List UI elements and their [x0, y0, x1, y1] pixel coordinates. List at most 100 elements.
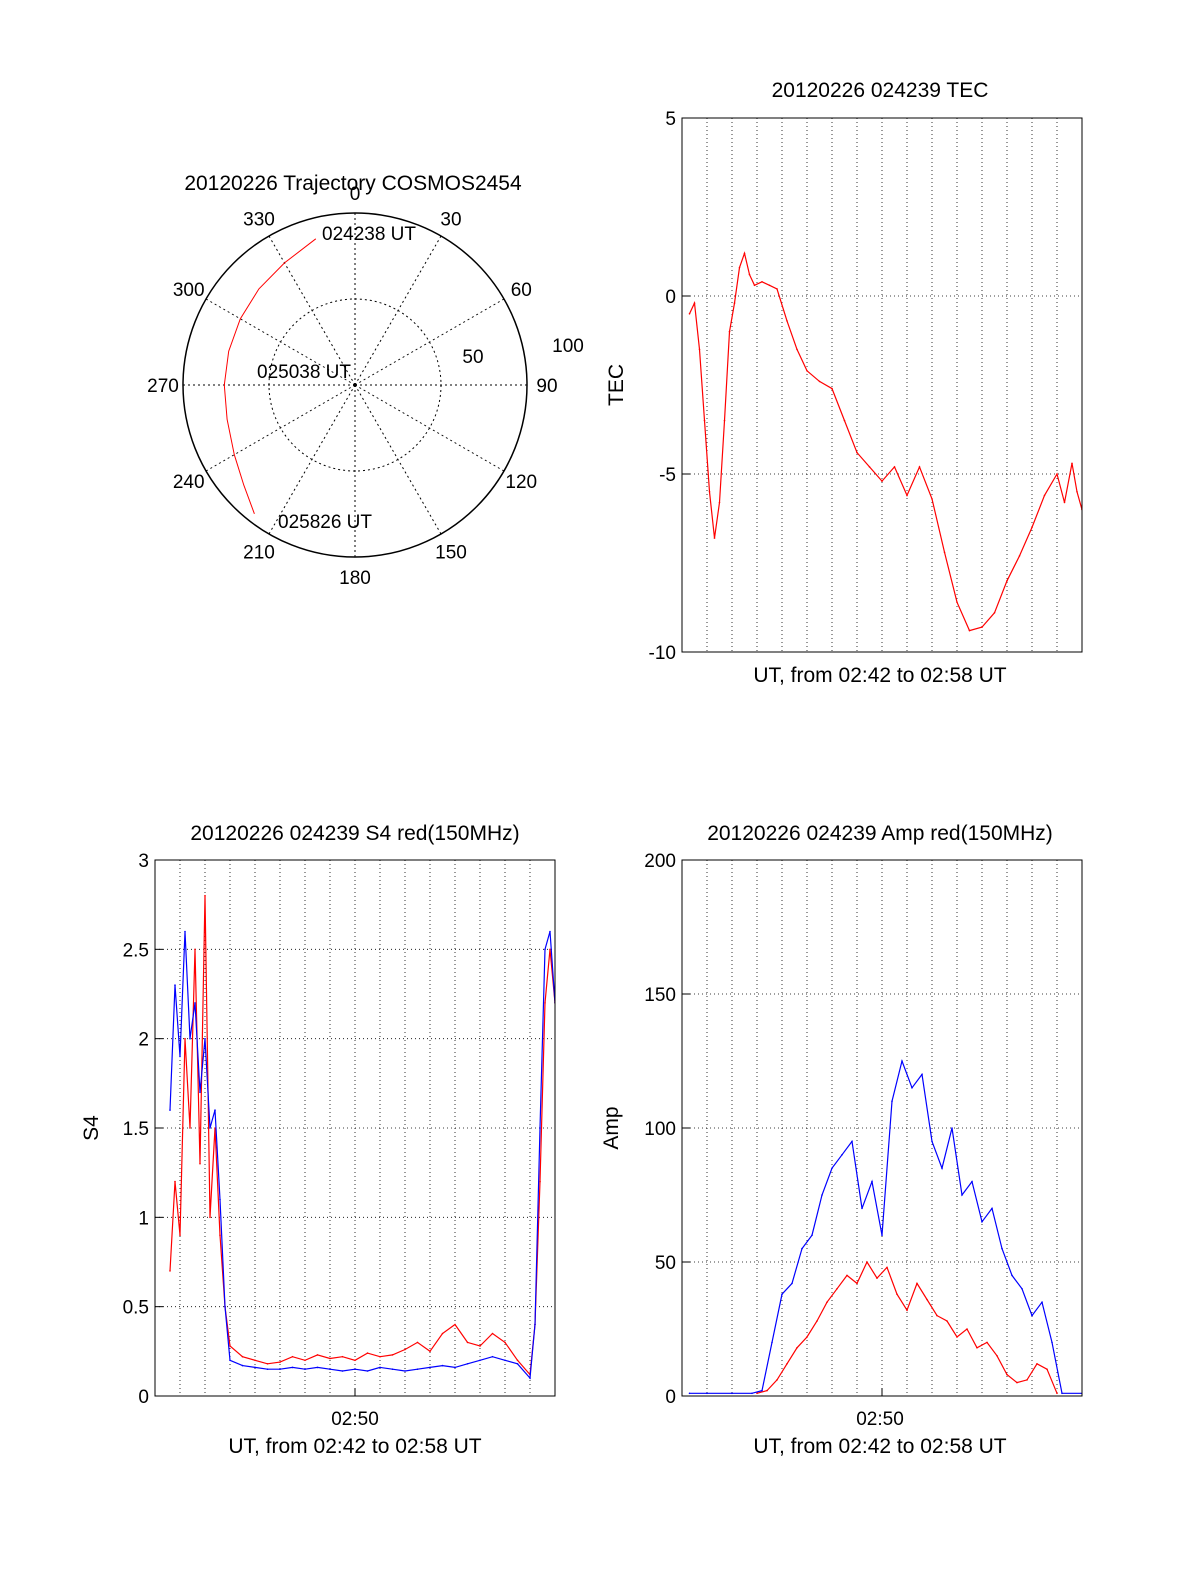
polar-spoke: [268, 384, 356, 535]
tec-y-tick-label: 5: [665, 109, 676, 130]
amp-data-point: [971, 1180, 973, 1183]
tec-data-point: [868, 466, 871, 468]
amp-data-point: [876, 1277, 878, 1279]
amp-data-point: [991, 1207, 993, 1210]
tec-data-point: [748, 273, 751, 276]
polar-spoke: [354, 384, 505, 472]
tec-data-point: [1076, 491, 1078, 493]
s4-series-line: [169, 895, 555, 1377]
s4-data-point: [391, 1354, 394, 1356]
amp-data-point: [881, 1234, 883, 1236]
s4-data-point: [539, 1127, 541, 1129]
amp-data-point: [931, 1140, 933, 1143]
s4-data-point: [416, 1368, 419, 1370]
s4-series-line: [169, 931, 555, 1380]
s4-data-point: [341, 1355, 344, 1358]
tec-y-tick-label: 0: [665, 287, 676, 308]
amp-data-point: [1051, 1341, 1053, 1344]
tec-data-point: [728, 330, 731, 333]
s4-data-point: [266, 1368, 269, 1370]
s4-plot-frame: [154, 859, 556, 1397]
tec-data-point: [843, 419, 846, 422]
s4-x-tick-label: 02:50: [331, 1409, 379, 1430]
amp-data-point: [781, 1293, 783, 1295]
amp-data-point: [916, 1282, 918, 1285]
polar-angle-label: 270: [147, 376, 179, 397]
amp-data-point: [856, 1282, 858, 1285]
s4-data-point: [291, 1366, 294, 1369]
s4-data-point: [391, 1368, 394, 1370]
s4-data-point: [341, 1370, 344, 1372]
s4-data-point: [189, 1127, 191, 1129]
amp-y-tick-label: 150: [644, 985, 676, 1006]
amp-data-point: [776, 1379, 778, 1381]
s4-grid: [155, 860, 555, 1396]
tec-data-point: [1063, 501, 1066, 504]
polar-title: 20120226 Trajectory COSMOS2454: [184, 172, 522, 195]
s4-data-point: [544, 1002, 546, 1004]
polar-angle-labels: 0 30 60 90 120 150 180 210 240 270 300 330: [147, 184, 557, 589]
polar-radius-labels: 50 100: [462, 336, 583, 368]
amp-data-point: [906, 1309, 908, 1311]
s4-data-point: [429, 1350, 431, 1353]
amp-data-point: [996, 1355, 998, 1357]
s4-data-point: [454, 1323, 456, 1326]
amp-data-point: [961, 1194, 963, 1196]
s4-y-tick-label: 0: [138, 1387, 149, 1408]
s4-data-point: [479, 1359, 481, 1362]
s4-data-point: [204, 894, 206, 897]
polar-spoke: [354, 235, 442, 386]
tec-data-point: [918, 466, 921, 468]
s4-data-point: [504, 1359, 506, 1362]
s4-data-point: [241, 1364, 244, 1367]
amp-data-point: [751, 1392, 753, 1395]
polar-angle-label: 210: [243, 542, 275, 563]
amp-data-point: [926, 1298, 928, 1301]
amp-x-label: UT, from 02:42 to 02:58 UT: [753, 1435, 1006, 1458]
amp-data-point: [841, 1154, 843, 1156]
tec-data-point: [1056, 473, 1058, 475]
tec-data-point: [943, 551, 946, 554]
tec-data-point: [893, 466, 896, 468]
amp-y-tick-label: 0: [665, 1387, 676, 1408]
tec-data-point: [1031, 526, 1033, 529]
amp-data-point: [1031, 1314, 1033, 1317]
s4-data-point: [229, 1359, 231, 1362]
polar-angle-label: 120: [505, 472, 537, 493]
amp-data-point: [891, 1100, 893, 1102]
s4-data-point: [329, 1368, 331, 1370]
tec-y-tick-label: -5: [659, 465, 676, 486]
s4-data-point: [366, 1352, 369, 1354]
s4-data-point: [266, 1363, 269, 1365]
s4-data-point: [304, 1359, 306, 1362]
polar-spoke: [205, 298, 356, 386]
amp-data-point: [936, 1314, 938, 1317]
s4-data-point: [316, 1354, 319, 1356]
trajectory-track: [223, 238, 317, 514]
tec-data-point: [733, 302, 736, 304]
s4-data-point: [539, 1180, 541, 1183]
tec-y-tick-label: -10: [649, 643, 676, 664]
tec-data-point: [906, 494, 908, 497]
polar-spoke: [354, 298, 505, 386]
s4-data-point: [184, 930, 186, 933]
amp-series-line: [756, 1260, 1058, 1394]
polar-angle-label: 90: [536, 376, 557, 397]
amp-data-point: [976, 1347, 978, 1349]
tec-data-point: [881, 480, 883, 482]
s4-data-point: [404, 1370, 406, 1372]
s4-data-point: [224, 1305, 226, 1308]
tec-data-point: [981, 626, 983, 628]
amp-data-point: [731, 1392, 733, 1395]
s4-data-point: [174, 1180, 176, 1183]
s4-panel: 20120226 024239 S4 red(150MHz) 0 0.5 1 1.5 2…: [80, 822, 556, 1458]
amp-data-point: [771, 1341, 773, 1344]
s4-data-point: [189, 1037, 191, 1040]
amp-data-point: [766, 1389, 768, 1392]
amp-data-point: [816, 1320, 818, 1322]
s4-data-point: [199, 1162, 201, 1165]
amp-data-point: [831, 1167, 833, 1169]
s4-data-point: [179, 1234, 181, 1236]
s4-data-point: [214, 1109, 216, 1111]
